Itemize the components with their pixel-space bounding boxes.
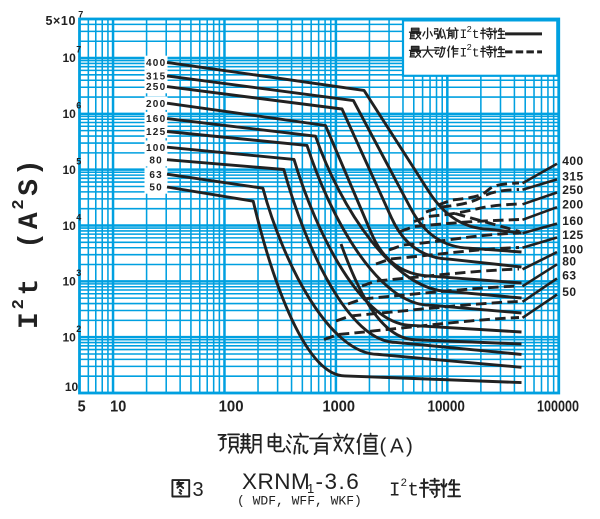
svg-text:3: 3 [193,479,204,501]
svg-text:I: I [15,312,46,329]
svg-text:250: 250 [146,82,166,93]
svg-text:7: 7 [78,10,83,20]
svg-text:): ) [406,435,413,458]
svg-text:100: 100 [562,242,583,256]
svg-text:160: 160 [562,214,583,228]
svg-text:5: 5 [76,157,81,167]
svg-text:10: 10 [62,107,76,121]
svg-text:(: ( [15,232,46,249]
svg-text:2: 2 [401,478,408,490]
svg-text:A: A [390,435,404,458]
svg-text:10: 10 [110,399,126,416]
svg-text:2: 2 [10,199,29,209]
svg-text:10000: 10000 [427,399,465,416]
svg-text:2: 2 [467,25,472,35]
svg-text:t: t [15,279,46,296]
svg-text:1000: 1000 [322,399,355,416]
svg-text:10: 10 [62,51,76,65]
svg-text:100000: 100000 [537,399,579,416]
svg-text:3: 3 [76,268,81,278]
svg-text:315: 315 [562,170,583,184]
svg-text:XRNM: XRNM [242,469,310,494]
svg-text:6: 6 [76,101,81,111]
svg-text:100: 100 [219,399,244,416]
svg-text:125: 125 [146,127,166,138]
svg-text:5: 5 [78,399,86,416]
svg-text:10: 10 [62,331,76,345]
svg-text:2: 2 [10,299,29,309]
svg-text:10: 10 [62,219,76,233]
svg-text:315: 315 [146,72,166,83]
svg-text:10: 10 [62,275,76,289]
svg-text:( WDF, WFF, WKF): ( WDF, WFF, WKF) [237,494,362,509]
svg-text:10: 10 [62,163,76,177]
svg-text:2: 2 [76,324,81,334]
svg-text:125: 125 [562,228,583,242]
svg-text:S: S [15,179,46,196]
svg-text:I: I [389,480,400,502]
svg-text:-3.6: -3.6 [316,469,361,494]
svg-text:t: t [472,27,480,42]
svg-text:200: 200 [146,99,166,110]
svg-text:10: 10 [65,380,79,394]
svg-text:(: ( [380,435,387,458]
svg-text:100: 100 [146,143,166,154]
svg-text:7: 7 [76,44,81,54]
svg-text:5×10: 5×10 [45,14,76,28]
svg-text:160: 160 [146,114,166,125]
svg-text:80: 80 [562,255,576,269]
svg-text:t: t [472,45,480,60]
svg-text:I: I [460,45,468,60]
svg-text:63: 63 [149,170,163,181]
svg-text:80: 80 [149,155,163,166]
svg-text:400: 400 [146,58,166,69]
svg-text:): ) [15,159,46,176]
svg-text:I: I [460,27,468,42]
svg-text:200: 200 [562,198,583,212]
svg-text:1: 1 [307,481,314,496]
svg-text:4: 4 [76,212,81,222]
svg-text:250: 250 [562,183,583,197]
svg-text:400: 400 [562,154,583,168]
svg-text:63: 63 [562,269,576,283]
svg-text:50: 50 [562,285,576,299]
svg-text:A: A [15,212,46,229]
svg-text:t: t [408,480,419,502]
svg-text:2: 2 [467,43,472,53]
svg-text:50: 50 [149,183,163,194]
